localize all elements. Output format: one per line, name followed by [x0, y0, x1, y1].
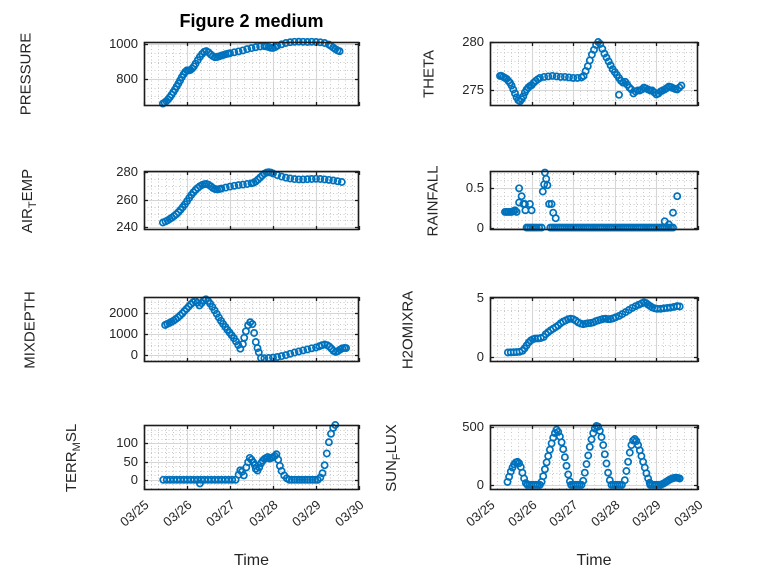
- plot-area-mixdepth: [143, 295, 361, 363]
- plot-area-rainfall: [489, 168, 700, 232]
- subplot-pressure: 800 1000 PRESSURE: [18, 33, 361, 115]
- ytick-label-h2omixra-5: 5: [476, 290, 484, 306]
- subplot-theta: 275 280 THETA: [421, 34, 700, 107]
- tick-marks: [489, 297, 700, 362]
- ytick-label-h2omixra-0: 0: [476, 349, 484, 365]
- axes-box: [489, 41, 699, 107]
- plot-area-sunflux: [489, 421, 700, 491]
- tick-marks: [489, 171, 700, 230]
- ytick-label-theta-275: 275: [462, 82, 484, 98]
- plot-area-airtemp: [143, 168, 361, 231]
- axes-box: [143, 41, 360, 107]
- ytick-label-mixdepth-0: 0: [130, 347, 138, 363]
- ytick-label-rainfall-0: 0: [476, 219, 484, 235]
- scatter-series-theta: [496, 38, 686, 106]
- plot-area-h2omixra: [489, 296, 700, 363]
- y-axis-label-airtemp: AIRTEMP: [19, 168, 39, 233]
- subplot-mixdepth: 0 1000 2000 MIXDEPTH: [22, 291, 361, 368]
- figure-title: Figure 2 medium: [179, 11, 324, 31]
- axes-box: [143, 296, 360, 363]
- ytick-label-theta-280: 280: [462, 34, 484, 49]
- x-axis-label-time: Time: [234, 552, 269, 569]
- ytick-label-terrmsl-50: 50: [123, 453, 138, 469]
- ytick-label-pressure-800: 800: [116, 70, 138, 86]
- tick-marks: [489, 41, 700, 106]
- y-axis-label-theta: THETA: [420, 49, 438, 99]
- axes-box: [143, 424, 360, 491]
- minor-grid: [144, 297, 359, 362]
- tick-marks: [143, 42, 361, 106]
- scatter-series-sunflux: [503, 421, 684, 489]
- y-axis-label-rainfall: RAINFALL: [424, 165, 442, 236]
- subplot-terrmsl: 0 50 100 TERRMSL 03/25 03/26 03/27 03/28 03/29 03…: [63, 421, 367, 569]
- ytick-label-mixdepth-1000: 1000: [109, 326, 138, 342]
- plot-area-pressure: [143, 37, 361, 108]
- subplot-rainfall: 0 0.5 RAINFALL: [425, 165, 700, 236]
- ytick-label-terrmsl-100: 100: [116, 435, 138, 451]
- subplot-airtemp: 240 260 280 AIRTEMP: [19, 164, 361, 234]
- tick-marks: [489, 425, 700, 490]
- ytick-label-terrmsl-0: 0: [130, 471, 138, 487]
- axes-box: [489, 424, 699, 491]
- plot-area-terrmsl: [143, 421, 361, 491]
- tick-marks: [143, 297, 361, 362]
- y-axis-label-mixdepth: MIXDEPTH: [21, 290, 39, 369]
- ytick-label-rainfall-0.5: 0.5: [465, 180, 484, 196]
- ytick-label-airtemp-240: 240: [116, 219, 138, 235]
- scatter-series-airtemp: [158, 168, 346, 227]
- major-grid: [490, 297, 698, 362]
- y-axis-label-h2omixra: H2OMIXRA: [399, 290, 417, 369]
- plot-area-theta: [489, 38, 700, 107]
- scatter-series-mixdepth: [161, 295, 351, 363]
- tick-marks: [143, 425, 361, 490]
- tick-marks: [143, 171, 361, 230]
- y-axis-label-sunflux: SUNFLUX: [383, 423, 403, 492]
- minor-grid: [490, 171, 698, 230]
- ytick-label-sunflux-500: 500: [462, 419, 484, 435]
- ytick-label-airtemp-260: 260: [116, 191, 138, 207]
- subplot-sunflux: 0 500 SUNFLUX 03/25 03/26 03/27 03/28 03/29 03/3…: [383, 419, 706, 569]
- scatter-series-terrmsl: [159, 421, 340, 488]
- axes-box: [489, 170, 699, 231]
- scatter-series-rainfall: [501, 168, 682, 232]
- ytick-label-airtemp-280: 280: [116, 164, 138, 180]
- ytick-label-sunflux-0: 0: [476, 476, 484, 492]
- ytick-label-mixdepth-2000: 2000: [109, 304, 138, 320]
- subplot-h2omixra: 0 5 H2OMIXRA: [400, 290, 700, 369]
- ytick-label-pressure-1000: 1000: [109, 36, 138, 52]
- axes-box: [489, 296, 699, 363]
- major-grid: [144, 171, 359, 230]
- y-axis-label-terrmsl: TERRMSL: [63, 423, 83, 492]
- x-axis-label-time: Time: [576, 552, 612, 569]
- scatter-series-h2omixra: [503, 298, 684, 357]
- y-axis-label-pressure: PRESSURE: [17, 32, 35, 116]
